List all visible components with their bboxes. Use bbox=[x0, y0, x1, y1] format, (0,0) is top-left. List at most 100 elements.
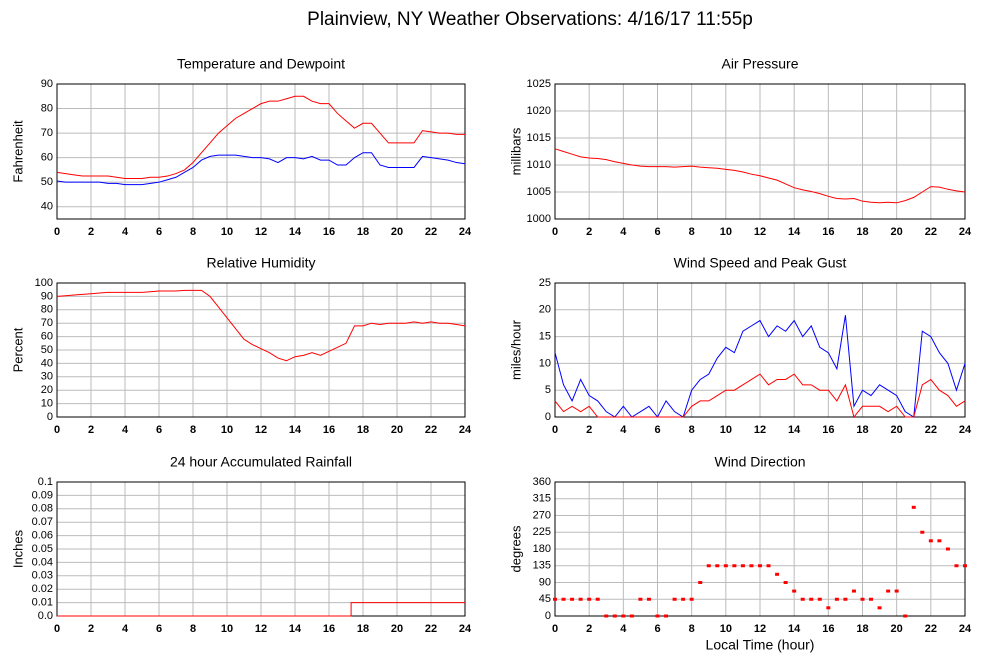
chart-title: Air Pressure bbox=[721, 56, 798, 72]
y-tick-label: 1020 bbox=[527, 105, 551, 117]
x-tick-label: 18 bbox=[856, 623, 868, 635]
data-point bbox=[689, 597, 694, 601]
data-point bbox=[553, 597, 557, 601]
y-tick-label: 40 bbox=[41, 201, 53, 213]
y-tick-label: 0.08 bbox=[32, 503, 53, 515]
x-tick-label: 0 bbox=[54, 226, 60, 238]
x-tick-label: 4 bbox=[122, 623, 129, 635]
data-point bbox=[894, 589, 899, 593]
x-tick-label: 20 bbox=[391, 226, 403, 238]
x-tick-label: 22 bbox=[925, 623, 937, 635]
y-tick-label: 60 bbox=[41, 331, 53, 343]
y-tick-label: 5 bbox=[545, 384, 551, 396]
x-tick-label: 14 bbox=[788, 424, 801, 436]
data-point bbox=[963, 564, 967, 568]
x-tick-label: 16 bbox=[323, 623, 335, 635]
y-axis-label: degrees bbox=[508, 525, 523, 572]
y-tick-label: 50 bbox=[41, 344, 53, 356]
x-tick-label: 10 bbox=[221, 226, 233, 238]
y-tick-label: 180 bbox=[533, 543, 551, 555]
x-tick-label: 8 bbox=[190, 226, 196, 238]
data-point bbox=[886, 589, 891, 593]
y-tick-label: 1005 bbox=[527, 186, 551, 198]
data-point bbox=[732, 564, 737, 568]
x-tick-label: 14 bbox=[788, 623, 801, 635]
x-tick-label: 22 bbox=[425, 424, 437, 436]
x-tick-label: 16 bbox=[822, 424, 834, 436]
x-tick-label: 10 bbox=[221, 424, 233, 436]
x-tick-label: 20 bbox=[891, 424, 903, 436]
x-tick-label: 6 bbox=[156, 424, 162, 436]
y-tick-label: 0.04 bbox=[32, 556, 53, 568]
x-tick-label: 12 bbox=[255, 226, 267, 238]
y-tick-label: 80 bbox=[41, 102, 53, 114]
x-tick-label: 8 bbox=[190, 623, 196, 635]
data-point bbox=[561, 597, 566, 601]
y-tick-label: 0.09 bbox=[32, 489, 53, 501]
x-tick-label: 0 bbox=[54, 424, 60, 436]
data-point bbox=[706, 564, 711, 568]
x-tick-label: 16 bbox=[822, 623, 834, 635]
y-tick-label: 70 bbox=[41, 127, 53, 139]
plot-frame bbox=[56, 282, 466, 418]
y-axis-label: miles/hour bbox=[508, 319, 523, 380]
x-tick-label: 18 bbox=[856, 226, 868, 238]
page-title: Plainview, NY Weather Observations: 4/16… bbox=[307, 9, 753, 30]
y-axis-label: Fahrenheit bbox=[10, 120, 25, 183]
x-tick-label: 20 bbox=[891, 623, 903, 635]
y-tick-label: 45 bbox=[539, 593, 551, 605]
data-point bbox=[604, 614, 609, 618]
data-point bbox=[869, 597, 874, 601]
y-tick-label: 0 bbox=[47, 411, 53, 423]
data-point bbox=[783, 581, 788, 584]
x-tick-label: 0 bbox=[552, 226, 558, 238]
y-tick-label: 20 bbox=[41, 384, 53, 396]
y-tick-label: 10 bbox=[539, 357, 551, 369]
data-point bbox=[928, 539, 933, 543]
data-line bbox=[554, 315, 966, 418]
y-tick-label: 270 bbox=[533, 509, 551, 521]
data-point bbox=[903, 614, 908, 618]
x-tick-label: 18 bbox=[856, 424, 868, 436]
plot-frame bbox=[554, 282, 966, 418]
data-point bbox=[749, 564, 754, 568]
data-point bbox=[775, 572, 780, 576]
y-tick-label: 70 bbox=[41, 317, 53, 329]
data-line bbox=[554, 148, 966, 204]
x-tick-label: 10 bbox=[720, 623, 732, 635]
data-point bbox=[629, 614, 634, 618]
y-tick-label: 0.01 bbox=[32, 597, 53, 609]
data-line bbox=[56, 289, 466, 362]
x-tick-label: 12 bbox=[255, 623, 267, 635]
x-tick-label: 24 bbox=[959, 424, 972, 436]
x-tick-label: 22 bbox=[425, 623, 437, 635]
y-tick-label: 80 bbox=[41, 304, 53, 316]
y-tick-label: 1010 bbox=[527, 159, 551, 171]
y-tick-label: 10 bbox=[41, 398, 53, 410]
data-point bbox=[766, 564, 771, 568]
plot-frame bbox=[554, 481, 966, 617]
data-line bbox=[56, 95, 465, 179]
x-tick-label: 8 bbox=[689, 424, 695, 436]
data-point bbox=[945, 547, 950, 551]
x-tick-label: 16 bbox=[822, 226, 834, 238]
x-tick-label: 6 bbox=[654, 226, 660, 238]
data-point bbox=[646, 597, 651, 601]
chart-title: 24 hour Accumulated Rainfall bbox=[170, 454, 352, 470]
data-point bbox=[681, 597, 686, 601]
x-tick-label: 6 bbox=[654, 623, 660, 635]
data-point bbox=[655, 614, 660, 618]
y-tick-label: 0 bbox=[545, 411, 551, 423]
x-tick-label: 22 bbox=[925, 226, 937, 238]
x-tick-label: 6 bbox=[654, 424, 660, 436]
y-tick-label: 90 bbox=[539, 576, 551, 588]
x-tick-label: 10 bbox=[221, 623, 233, 635]
data-point bbox=[621, 614, 626, 618]
y-tick-label: 20 bbox=[539, 304, 551, 316]
y-tick-label: 1025 bbox=[527, 78, 551, 90]
data-point bbox=[843, 597, 848, 601]
y-axis-label: Percent bbox=[10, 327, 25, 372]
x-axis-label: Local Time (hour) bbox=[706, 637, 815, 653]
x-tick-label: 4 bbox=[122, 424, 129, 436]
